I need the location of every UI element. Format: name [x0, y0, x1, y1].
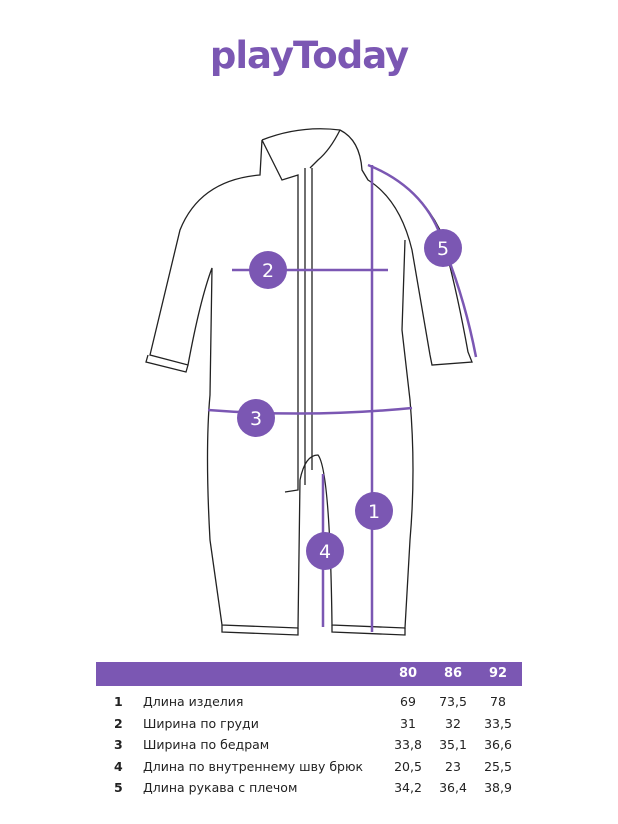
row-number: 3 — [114, 737, 123, 752]
row-number: 2 — [114, 715, 123, 731]
marker-2 — [249, 251, 287, 289]
row-value: 33,5 — [484, 715, 512, 731]
row-value: 69 — [400, 694, 416, 709]
row-value: 73,5 — [439, 694, 467, 709]
row-value: 25,5 — [484, 758, 512, 774]
row-value: 20,5 — [394, 758, 422, 774]
garment-diagram: 2 3 1 4 5 — [145, 128, 478, 636]
marker-2-label: 2 — [262, 260, 274, 282]
row-value: 23 — [445, 758, 461, 774]
table-row: 3 Ширина по бедрам 33,8 35,1 36,6 — [96, 733, 522, 755]
size-86: 86 — [443, 666, 463, 681]
marker-5-label: 5 — [437, 238, 449, 260]
table-row: 4 Длина по внутреннему шву брюк 20,5 23 25,5 — [96, 755, 522, 777]
table-row: 2 Ширина по груди 31 32 33,5 — [96, 712, 522, 734]
row-value: 31 — [400, 715, 416, 731]
row-label: Длина по внутреннему шву брюк — [143, 758, 364, 774]
marker-4 — [306, 532, 344, 570]
row-value: 36,4 — [439, 780, 467, 795]
row-value: 32 — [445, 715, 461, 731]
row-number: 1 — [114, 694, 123, 709]
size-80: 80 — [398, 666, 418, 681]
marker-1-label: 1 — [368, 501, 380, 523]
marker-3-label: 3 — [250, 408, 262, 430]
table-row: 5 Длина рукава с плечом 34,2 36,4 38,9 — [96, 776, 522, 798]
marker-1 — [355, 492, 393, 530]
row-label: Длина изделия — [143, 694, 244, 709]
marker-3 — [237, 399, 275, 437]
marker-5 — [424, 229, 462, 267]
row-value: 78 — [490, 694, 506, 709]
size-92: 92 — [488, 666, 508, 681]
row-value: 34,2 — [394, 780, 422, 795]
row-label: Длина рукава с плечом — [143, 780, 298, 795]
row-number: 5 — [114, 780, 123, 795]
size-table: 80 86 92 1 Длина изделия 69 73,5 78 2 Ширина п… — [96, 662, 522, 798]
jumpsuit-outline — [145, 128, 473, 636]
size-header: 80 86 92 — [96, 662, 522, 686]
row-value: 33,8 — [394, 737, 422, 752]
row-label: Ширина по бедрам — [143, 737, 270, 752]
row-value: 36,6 — [484, 737, 512, 752]
row-value: 35,1 — [439, 737, 467, 752]
table-row: 1 Длина изделия 69 73,5 78 — [96, 690, 522, 712]
row-number: 4 — [114, 758, 123, 774]
marker-4-label: 4 — [319, 541, 331, 563]
brand-logo: playToday — [209, 34, 409, 77]
row-value: 38,9 — [484, 780, 512, 795]
row-label: Ширина по груди — [143, 715, 259, 731]
